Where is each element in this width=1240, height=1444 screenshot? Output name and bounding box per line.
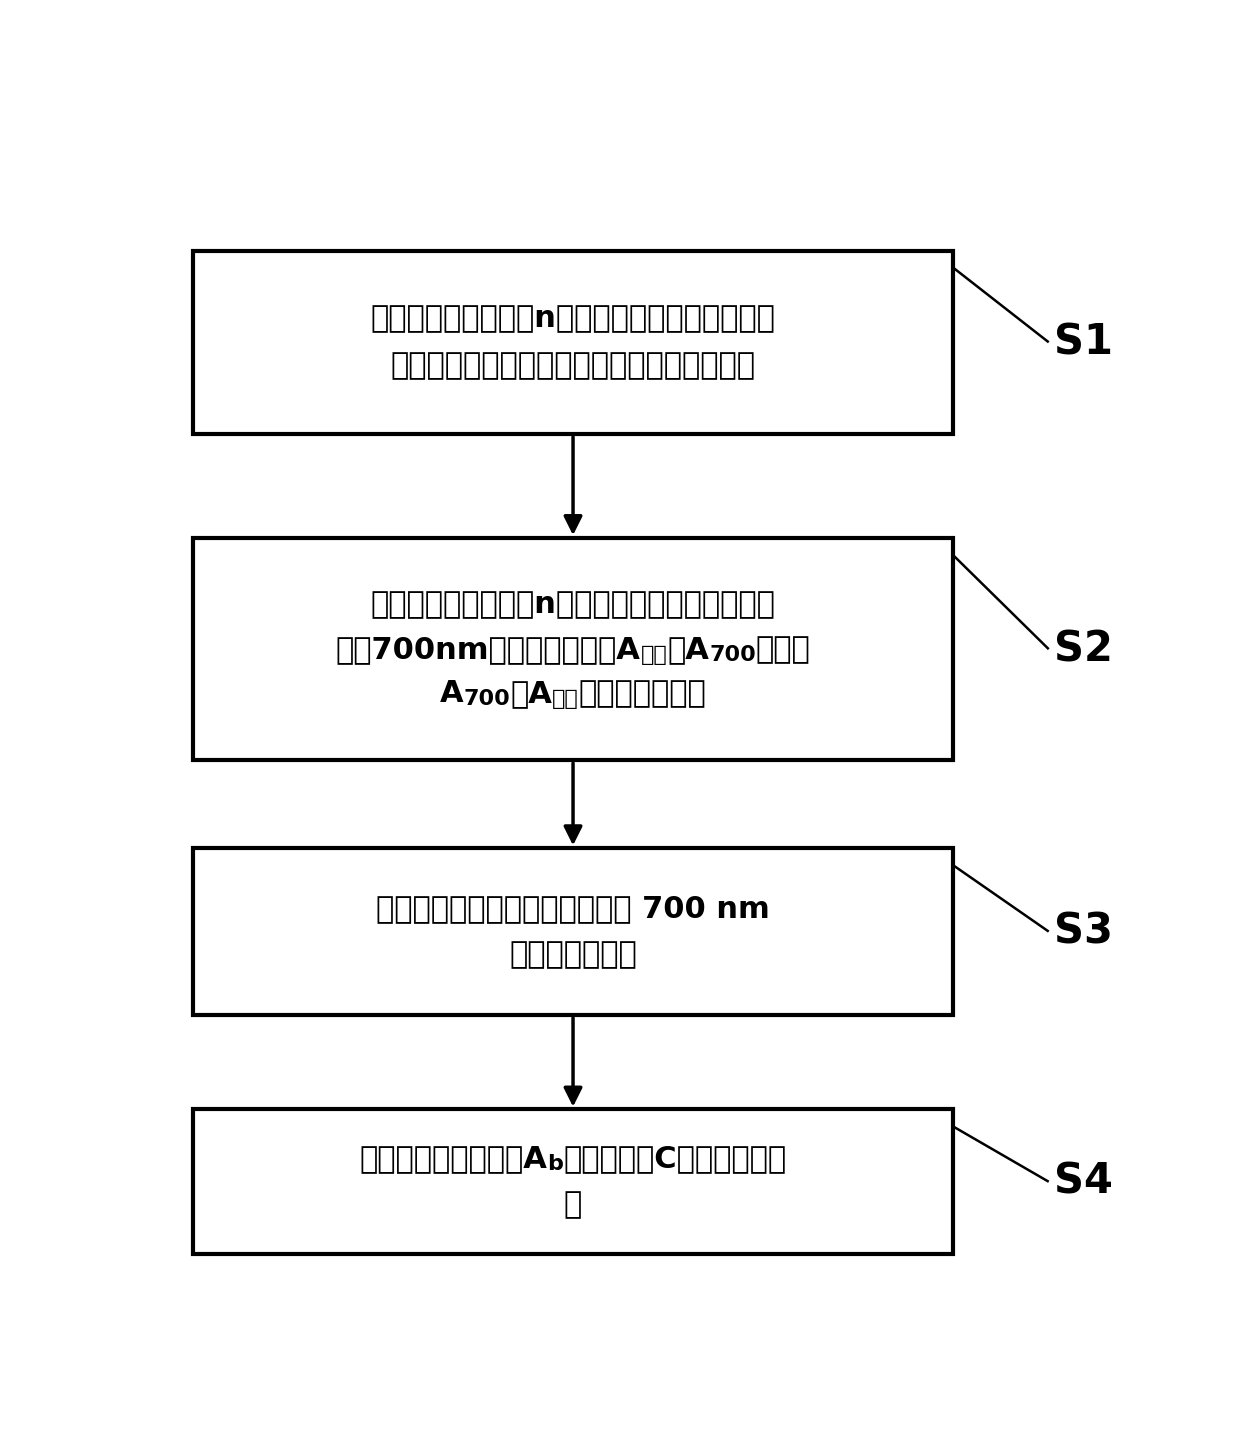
Text: S4: S4 — [1054, 1161, 1112, 1203]
Text: 分别测定有限数量的n个不同浊度溶液的吸光度图: 分别测定有限数量的n个不同浊度溶液的吸光度图 — [371, 305, 775, 334]
Text: S1: S1 — [1054, 321, 1112, 364]
Text: 建立补偿后的吸光度A: 建立补偿后的吸光度A — [360, 1144, 548, 1173]
Text: 之间的线性方程: 之间的线性方程 — [579, 679, 707, 708]
Text: 700: 700 — [709, 645, 756, 664]
Text: 与总磷浓度C的一元线性关: 与总磷浓度C的一元线性关 — [563, 1144, 786, 1173]
Text: ，建立: ，建立 — [756, 635, 811, 664]
Text: A: A — [440, 679, 464, 708]
Text: 与A: 与A — [510, 679, 552, 708]
Text: 长和700nm波长处的吸光度A: 长和700nm波长处的吸光度A — [336, 635, 640, 664]
Text: S3: S3 — [1054, 911, 1112, 953]
Bar — [193, 251, 952, 435]
Text: 和A: 和A — [667, 635, 709, 664]
Bar — [193, 1109, 952, 1253]
Text: b: b — [548, 1154, 563, 1174]
Text: S2: S2 — [1054, 628, 1112, 670]
Bar — [193, 848, 952, 1015]
Text: 补偿: 补偿 — [640, 645, 667, 664]
Text: 补偿: 补偿 — [552, 689, 579, 709]
Text: 700: 700 — [464, 689, 510, 709]
Text: 谱，选取受浊度影响最大的波长作为补偿波长: 谱，选取受浊度影响最大的波长作为补偿波长 — [391, 351, 755, 380]
Text: 分别测取有限数量的n个不同浊度的溶液在补偿波: 分别测取有限数量的n个不同浊度的溶液在补偿波 — [371, 591, 775, 619]
Text: 波长处的吸光度: 波长处的吸光度 — [510, 940, 637, 969]
Text: 利用补偿波长处的吸光度来补偿 700 nm: 利用补偿波长处的吸光度来补偿 700 nm — [376, 894, 770, 923]
Bar — [193, 539, 952, 761]
Text: 系: 系 — [564, 1191, 582, 1220]
